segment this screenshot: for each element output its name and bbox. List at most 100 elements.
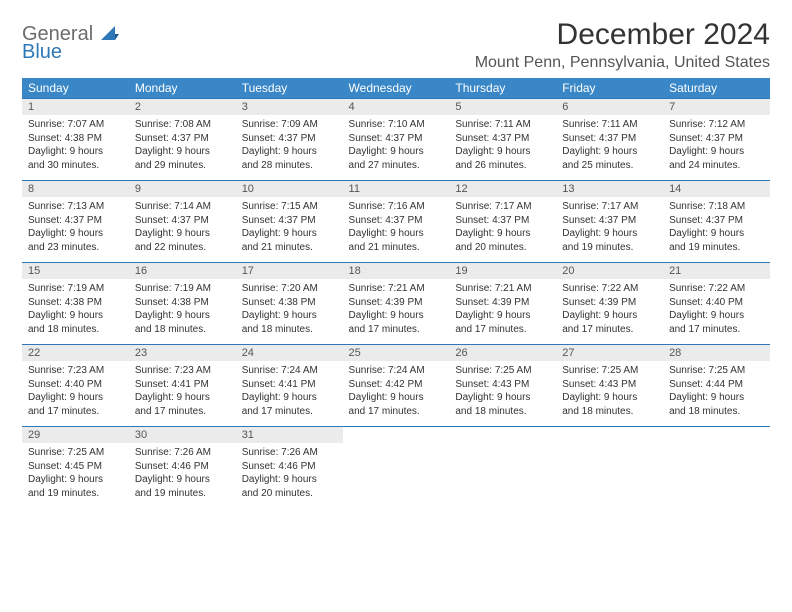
day-content-cell: Sunrise: 7:19 AMSunset: 4:38 PMDaylight:… — [22, 279, 129, 345]
day-sr: Sunrise: 7:23 AM — [135, 364, 230, 378]
day-sr: Sunrise: 7:16 AM — [349, 200, 444, 214]
day-sr: Sunrise: 7:13 AM — [28, 200, 123, 214]
day-d2: and 19 minutes. — [28, 487, 123, 501]
day-d2: and 17 minutes. — [242, 405, 337, 419]
day-d2: and 18 minutes. — [135, 323, 230, 337]
day-number-cell: 17 — [236, 263, 343, 280]
day-d2: and 21 minutes. — [349, 241, 444, 255]
day-number-cell: 25 — [343, 345, 450, 362]
weekday-header: Thursday — [449, 78, 556, 99]
day-d1: Daylight: 9 hours — [562, 309, 657, 323]
weekday-header: Sunday — [22, 78, 129, 99]
day-number-cell: 1 — [22, 99, 129, 116]
day-number-cell: 27 — [556, 345, 663, 362]
day-ss: Sunset: 4:37 PM — [242, 132, 337, 146]
day-content-cell: Sunrise: 7:25 AMSunset: 4:43 PMDaylight:… — [449, 361, 556, 427]
day-sr: Sunrise: 7:25 AM — [28, 446, 123, 460]
day-d2: and 17 minutes. — [349, 323, 444, 337]
day-number-cell: 7 — [663, 99, 770, 116]
day-d1: Daylight: 9 hours — [455, 391, 550, 405]
day-content-cell: Sunrise: 7:18 AMSunset: 4:37 PMDaylight:… — [663, 197, 770, 263]
logo-text: General Blue — [22, 24, 119, 62]
day-number-row: 15161718192021 — [22, 263, 770, 280]
month-title: December 2024 — [475, 18, 770, 52]
day-d1: Daylight: 9 hours — [562, 391, 657, 405]
day-sr: Sunrise: 7:21 AM — [349, 282, 444, 296]
brand-logo: General Blue — [22, 18, 119, 62]
day-d2: and 17 minutes. — [455, 323, 550, 337]
day-number-cell: 11 — [343, 181, 450, 198]
day-d1: Daylight: 9 hours — [135, 227, 230, 241]
day-sr: Sunrise: 7:19 AM — [135, 282, 230, 296]
day-content-cell: Sunrise: 7:22 AMSunset: 4:39 PMDaylight:… — [556, 279, 663, 345]
day-d1: Daylight: 9 hours — [669, 145, 764, 159]
day-content-cell: Sunrise: 7:24 AMSunset: 4:42 PMDaylight:… — [343, 361, 450, 427]
day-content-cell: Sunrise: 7:25 AMSunset: 4:45 PMDaylight:… — [22, 443, 129, 508]
day-d2: and 18 minutes. — [28, 323, 123, 337]
day-ss: Sunset: 4:41 PM — [242, 378, 337, 392]
day-ss: Sunset: 4:43 PM — [562, 378, 657, 392]
day-content-cell: Sunrise: 7:16 AMSunset: 4:37 PMDaylight:… — [343, 197, 450, 263]
day-d2: and 24 minutes. — [669, 159, 764, 173]
day-content-row: Sunrise: 7:25 AMSunset: 4:45 PMDaylight:… — [22, 443, 770, 508]
day-d1: Daylight: 9 hours — [135, 309, 230, 323]
day-d2: and 28 minutes. — [242, 159, 337, 173]
day-sr: Sunrise: 7:24 AM — [349, 364, 444, 378]
day-content-row: Sunrise: 7:19 AMSunset: 4:38 PMDaylight:… — [22, 279, 770, 345]
day-content-cell: Sunrise: 7:15 AMSunset: 4:37 PMDaylight:… — [236, 197, 343, 263]
day-d1: Daylight: 9 hours — [28, 391, 123, 405]
day-d2: and 27 minutes. — [349, 159, 444, 173]
weekday-header: Friday — [556, 78, 663, 99]
day-d1: Daylight: 9 hours — [242, 145, 337, 159]
day-d1: Daylight: 9 hours — [562, 227, 657, 241]
day-sr: Sunrise: 7:25 AM — [669, 364, 764, 378]
day-sr: Sunrise: 7:07 AM — [28, 118, 123, 132]
day-ss: Sunset: 4:40 PM — [669, 296, 764, 310]
day-content-cell: Sunrise: 7:11 AMSunset: 4:37 PMDaylight:… — [449, 115, 556, 181]
day-sr: Sunrise: 7:12 AM — [669, 118, 764, 132]
day-d1: Daylight: 9 hours — [455, 227, 550, 241]
day-number-cell: 5 — [449, 99, 556, 116]
day-sr: Sunrise: 7:22 AM — [669, 282, 764, 296]
day-content-cell: Sunrise: 7:20 AMSunset: 4:38 PMDaylight:… — [236, 279, 343, 345]
day-number-cell: 26 — [449, 345, 556, 362]
title-block: December 2024 Mount Penn, Pennsylvania, … — [475, 18, 770, 72]
day-number-cell: 6 — [556, 99, 663, 116]
day-content-cell — [449, 443, 556, 508]
day-ss: Sunset: 4:38 PM — [28, 132, 123, 146]
day-ss: Sunset: 4:37 PM — [455, 214, 550, 228]
day-d1: Daylight: 9 hours — [242, 227, 337, 241]
day-d2: and 20 minutes. — [242, 487, 337, 501]
day-sr: Sunrise: 7:14 AM — [135, 200, 230, 214]
day-d1: Daylight: 9 hours — [349, 309, 444, 323]
day-ss: Sunset: 4:37 PM — [669, 132, 764, 146]
day-d1: Daylight: 9 hours — [135, 145, 230, 159]
day-content-row: Sunrise: 7:13 AMSunset: 4:37 PMDaylight:… — [22, 197, 770, 263]
day-ss: Sunset: 4:37 PM — [349, 132, 444, 146]
day-d1: Daylight: 9 hours — [562, 145, 657, 159]
day-ss: Sunset: 4:37 PM — [455, 132, 550, 146]
day-content-cell — [663, 443, 770, 508]
day-d2: and 17 minutes. — [562, 323, 657, 337]
day-ss: Sunset: 4:46 PM — [135, 460, 230, 474]
day-ss: Sunset: 4:38 PM — [135, 296, 230, 310]
day-content-cell — [343, 443, 450, 508]
day-content-cell: Sunrise: 7:10 AMSunset: 4:37 PMDaylight:… — [343, 115, 450, 181]
day-content-cell — [556, 443, 663, 508]
day-d1: Daylight: 9 hours — [242, 309, 337, 323]
day-sr: Sunrise: 7:17 AM — [562, 200, 657, 214]
day-content-row: Sunrise: 7:23 AMSunset: 4:40 PMDaylight:… — [22, 361, 770, 427]
day-content-cell: Sunrise: 7:09 AMSunset: 4:37 PMDaylight:… — [236, 115, 343, 181]
day-sr: Sunrise: 7:25 AM — [455, 364, 550, 378]
day-d2: and 26 minutes. — [455, 159, 550, 173]
logo-sail-icon — [101, 23, 119, 45]
day-number-cell: 2 — [129, 99, 236, 116]
day-d1: Daylight: 9 hours — [349, 145, 444, 159]
day-number-row: 22232425262728 — [22, 345, 770, 362]
day-number-cell: 31 — [236, 427, 343, 444]
day-ss: Sunset: 4:44 PM — [669, 378, 764, 392]
day-sr: Sunrise: 7:22 AM — [562, 282, 657, 296]
day-ss: Sunset: 4:39 PM — [349, 296, 444, 310]
day-sr: Sunrise: 7:20 AM — [242, 282, 337, 296]
day-sr: Sunrise: 7:24 AM — [242, 364, 337, 378]
